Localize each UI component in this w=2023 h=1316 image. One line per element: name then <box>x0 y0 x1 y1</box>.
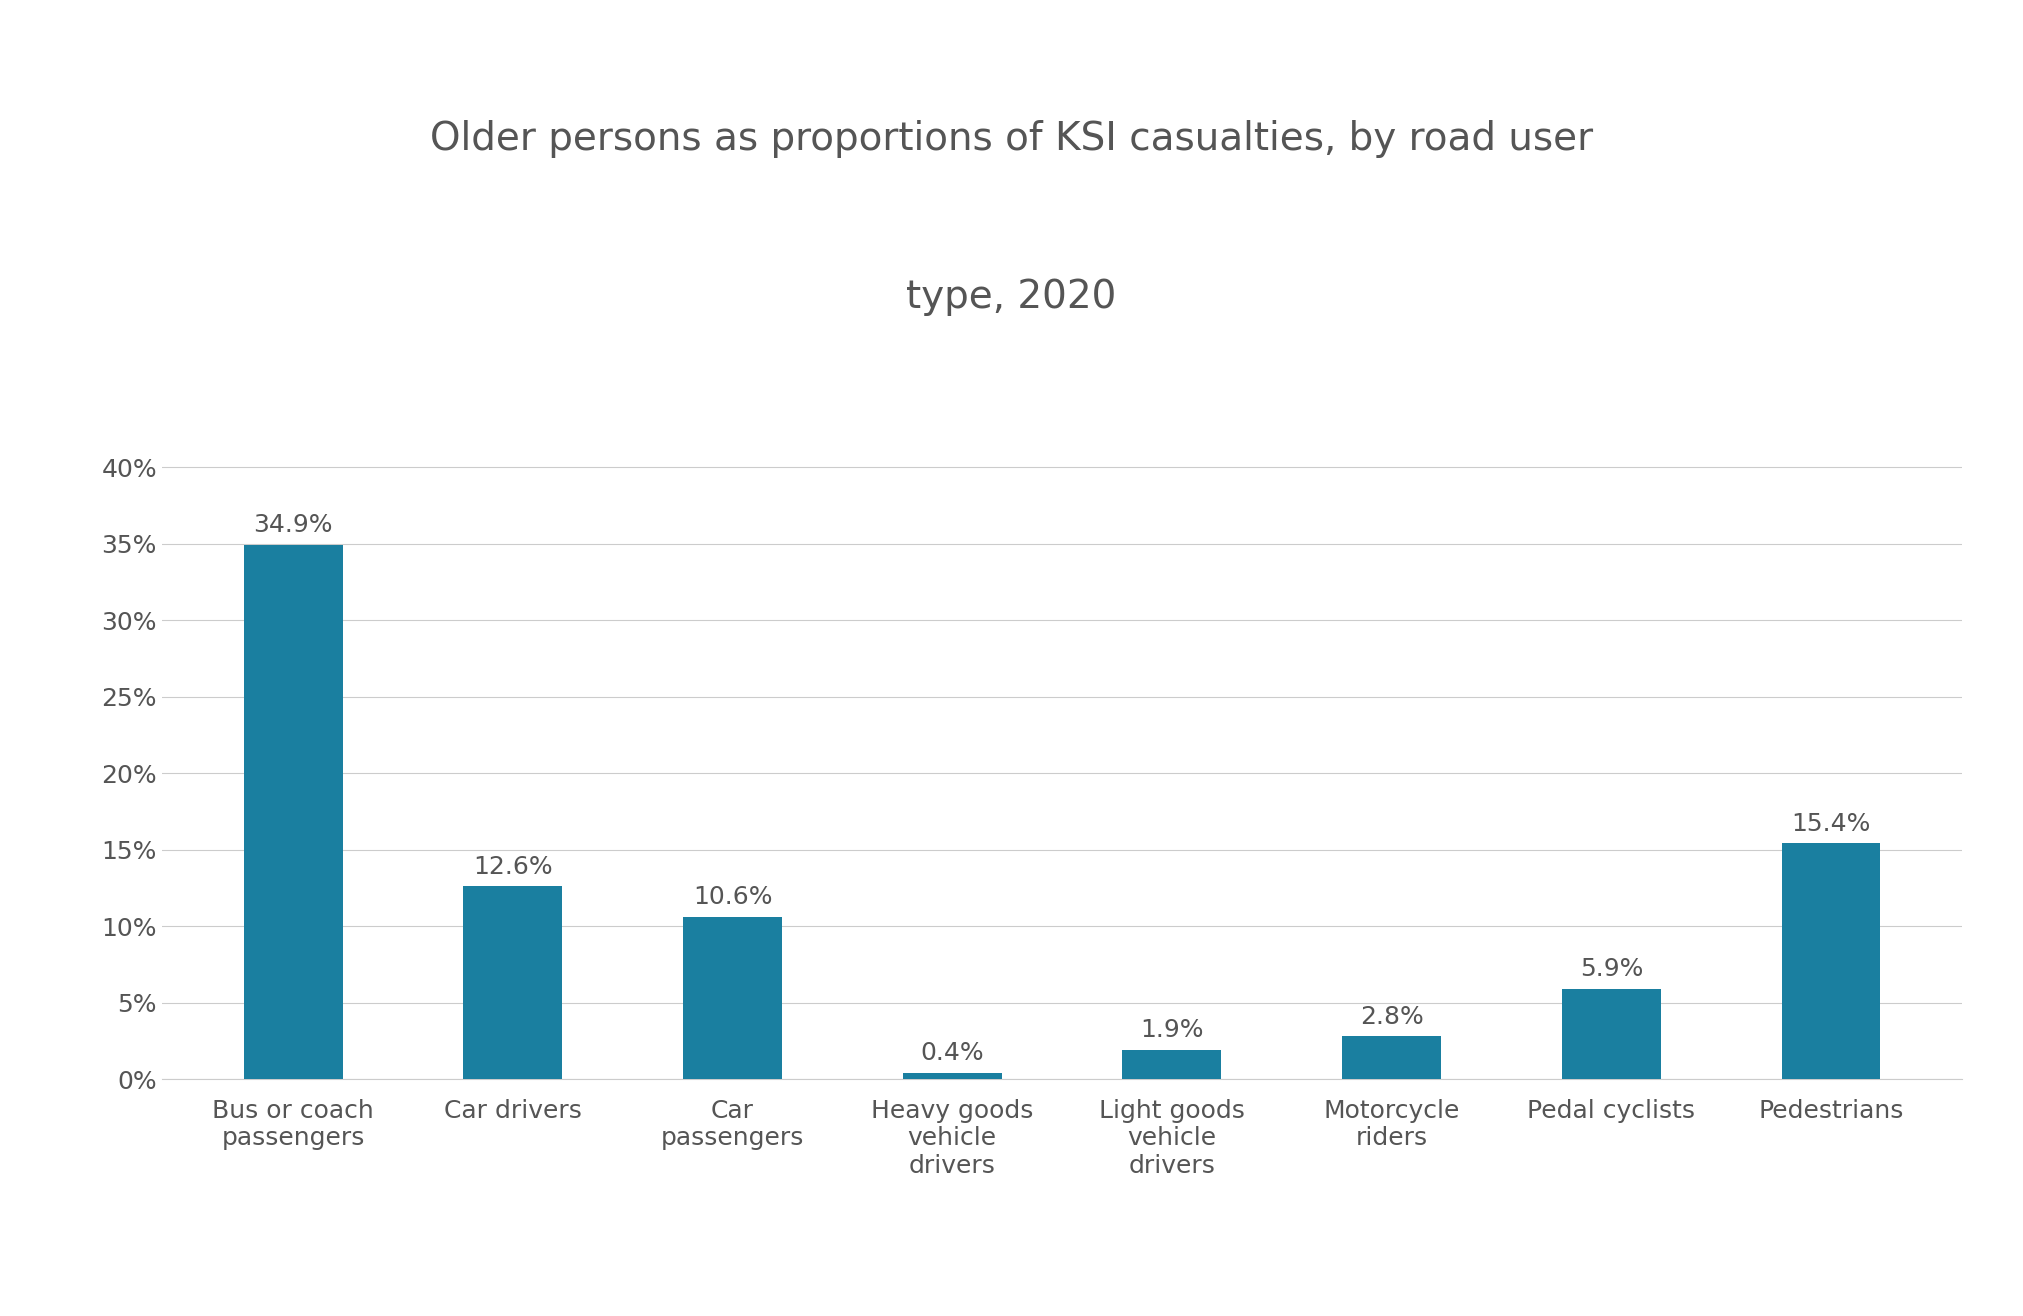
Text: 15.4%: 15.4% <box>1790 812 1871 836</box>
Bar <box>243 545 342 1079</box>
Bar <box>1562 988 1661 1079</box>
Text: 2.8%: 2.8% <box>1359 1004 1424 1029</box>
Bar <box>1123 1050 1222 1079</box>
Text: type, 2020: type, 2020 <box>906 278 1117 316</box>
Bar <box>1782 844 1881 1079</box>
Bar <box>463 886 562 1079</box>
Text: 5.9%: 5.9% <box>1580 957 1643 982</box>
Bar <box>684 917 783 1079</box>
Bar <box>902 1073 1001 1079</box>
Text: 0.4%: 0.4% <box>920 1041 983 1066</box>
Text: 10.6%: 10.6% <box>692 886 773 909</box>
Text: 12.6%: 12.6% <box>473 854 552 879</box>
Text: 34.9%: 34.9% <box>253 513 334 537</box>
Text: 1.9%: 1.9% <box>1141 1019 1204 1042</box>
Text: Older persons as proportions of KSI casualties, by road user: Older persons as proportions of KSI casu… <box>431 120 1592 158</box>
Bar <box>1341 1036 1440 1079</box>
